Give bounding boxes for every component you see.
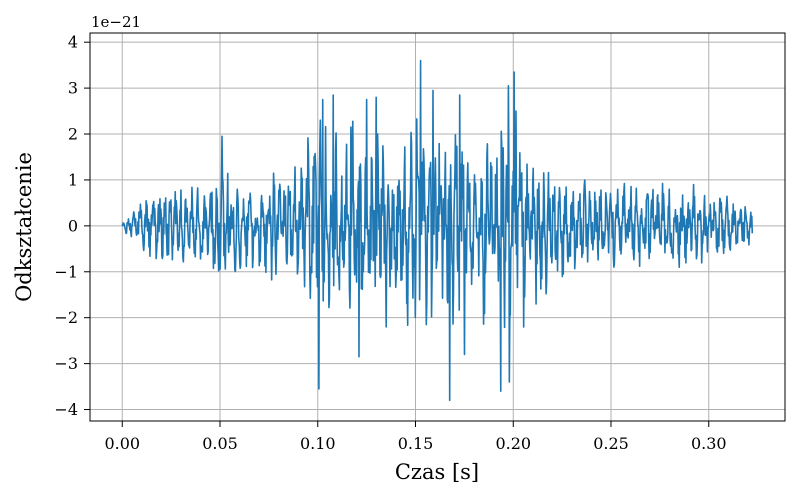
y-tick-label: 3 <box>68 79 78 98</box>
y-tick-label: −1 <box>54 262 78 281</box>
y-axis-label: Odkształcenie <box>12 152 36 302</box>
x-tick-label: 0.30 <box>691 434 727 453</box>
x-tick-label: 0.05 <box>202 434 238 453</box>
y-tick-label: −3 <box>54 354 78 373</box>
plot-frame <box>89 32 786 422</box>
y-tick-label: −2 <box>54 308 78 327</box>
x-tick-label: 0.00 <box>104 434 140 453</box>
y-axis: −4 −3 −2 −1 0 1 2 3 4 <box>54 33 90 419</box>
y-tick-label: −4 <box>54 400 78 419</box>
y-offset-label: 1e−21 <box>91 13 141 31</box>
x-tick-label: 0.25 <box>593 434 629 453</box>
y-tick-label: 0 <box>68 216 78 235</box>
y-tick-label: 4 <box>68 33 78 52</box>
y-tick-label: 1 <box>68 170 78 189</box>
x-axis-label: Czas [s] <box>395 460 479 484</box>
x-tick-label: 0.10 <box>300 434 336 453</box>
x-axis: 0.00 0.05 0.10 0.15 0.20 0.25 0.30 <box>104 421 727 453</box>
x-tick-label: 0.15 <box>398 434 434 453</box>
y-tick-label: 2 <box>68 125 78 144</box>
series-line <box>121 59 754 402</box>
x-tick-label: 0.20 <box>495 434 531 453</box>
